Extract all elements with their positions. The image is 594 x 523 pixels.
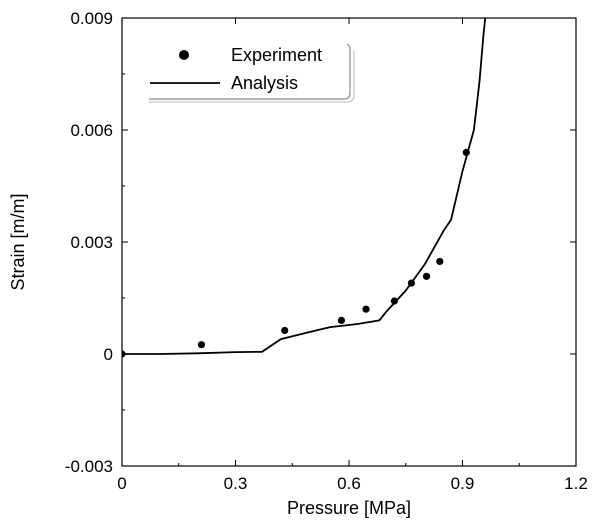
x-tick-label: 1.2 — [564, 474, 588, 493]
experiment-point — [337, 316, 346, 324]
y-tick-label: 0.003 — [70, 233, 113, 252]
experiment-point — [422, 272, 431, 280]
legend-label: Experiment — [231, 45, 322, 65]
y-tick-label: 0 — [104, 345, 113, 364]
experiment-point — [197, 341, 206, 349]
x-tick-label: 0.6 — [337, 474, 361, 493]
series-layer — [122, 18, 487, 358]
x-axis: 0 0.3 0.6 0.9 1.2 — [117, 18, 588, 493]
legend-box-shadow — [149, 43, 351, 100]
y-axis-label: Strain [m/m] — [8, 193, 28, 290]
plot-frame — [121, 17, 577, 467]
y-tick-label: 0.006 — [70, 121, 113, 140]
analysis-line — [122, 18, 487, 355]
legend-box-shadow-inner — [149, 50, 355, 103]
y-tick-label: -0.003 — [65, 457, 113, 476]
experiment-point — [362, 305, 370, 313]
plot-area — [121, 17, 577, 467]
y-axis: -0.003 0 0.003 0.006 0.009 — [65, 9, 576, 476]
legend: Experiment Analysis — [149, 43, 355, 103]
experiment-point — [390, 297, 398, 305]
legend-dot-swatch — [179, 50, 189, 60]
experiment-point — [281, 326, 289, 335]
y-tick-label: 0.009 — [70, 9, 113, 28]
x-tick-label: 0 — [117, 474, 126, 493]
experiment-point — [436, 257, 444, 266]
x-tick-label: 0.9 — [451, 474, 475, 493]
x-axis-label: Pressure [MPa] — [287, 498, 411, 518]
x-tick-label: 0.3 — [224, 474, 248, 493]
legend-label: Analysis — [231, 73, 298, 93]
